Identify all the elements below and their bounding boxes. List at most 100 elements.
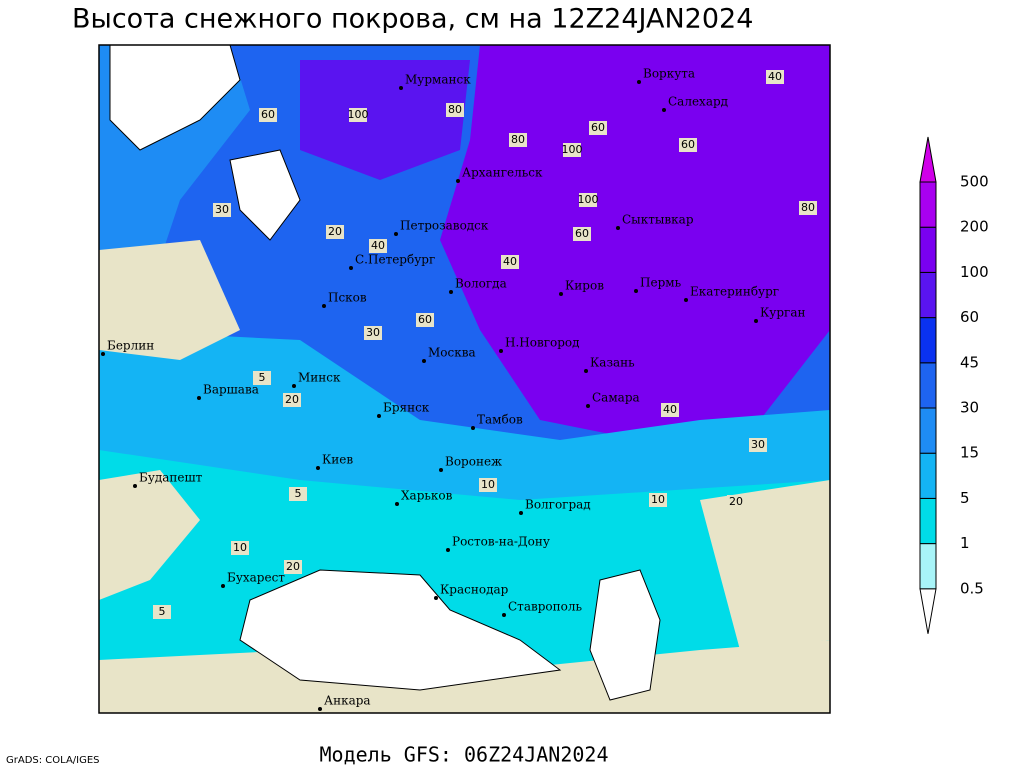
contour-label: 40 xyxy=(768,70,782,83)
city-label: Петрозаводск xyxy=(400,219,489,233)
contour-label-box xyxy=(563,143,581,157)
colorbar-label: 60 xyxy=(960,308,979,326)
city-dot xyxy=(394,232,398,236)
contour-label-box xyxy=(284,560,302,574)
colorbar-segment xyxy=(919,407,937,454)
city-dot xyxy=(637,80,641,84)
contour-label-box xyxy=(326,225,344,239)
city-dot xyxy=(349,266,353,270)
contour-label-box xyxy=(446,103,464,117)
caspian-sea xyxy=(589,569,661,701)
city-label: Тамбов xyxy=(477,413,523,427)
colorbar-segment xyxy=(919,497,937,545)
city-dot xyxy=(395,502,399,506)
contour-label: 20 xyxy=(328,225,342,238)
city-label: Москва xyxy=(428,346,476,360)
contour-label: 5 xyxy=(159,605,166,618)
city-dot xyxy=(434,596,438,600)
colorbar-label: 30 xyxy=(960,399,979,417)
city-dot xyxy=(559,292,563,296)
city-dot xyxy=(316,466,320,470)
contour-label: 80 xyxy=(448,103,462,116)
contour-label-box xyxy=(649,493,667,507)
city-dot xyxy=(439,468,443,472)
contour-label: 60 xyxy=(575,227,589,240)
land xyxy=(99,470,200,600)
city-dot xyxy=(318,707,322,711)
contour-label-box xyxy=(259,108,277,122)
contour-label-box xyxy=(283,393,301,407)
colorbar-segment xyxy=(919,271,937,319)
city-label: Курган xyxy=(760,306,805,320)
contour-label: 40 xyxy=(503,255,517,268)
city-dot xyxy=(422,359,426,363)
city-dot xyxy=(221,584,225,588)
contour-label-box xyxy=(679,138,697,152)
contour-label: 5 xyxy=(259,371,266,384)
city-label: Воронеж xyxy=(445,455,502,469)
contour-label: 60 xyxy=(591,121,605,134)
city-label: С.Петербург xyxy=(355,253,435,267)
contour-label-box xyxy=(661,403,679,417)
city-label: Берлин xyxy=(107,339,154,353)
city-dot xyxy=(399,86,403,90)
city-dot xyxy=(377,414,381,418)
contour-label-box xyxy=(369,239,387,253)
contour-label: 10 xyxy=(651,493,665,506)
contour-label: 60 xyxy=(418,313,432,326)
contour-label: 20 xyxy=(285,393,299,406)
city-dot xyxy=(456,179,460,183)
map-frame xyxy=(98,44,831,714)
colorbar-triangle xyxy=(919,136,937,183)
contour-label-box xyxy=(573,227,591,241)
city-dot xyxy=(499,349,503,353)
city-dot xyxy=(586,404,590,408)
city-dot xyxy=(322,304,326,308)
black-sea xyxy=(239,569,562,691)
subtitle: Модель GFS: 06Z24JAN2024 xyxy=(320,743,609,767)
contour-label: 40 xyxy=(371,239,385,252)
city-dot xyxy=(634,289,638,293)
city-dot xyxy=(754,319,758,323)
contour-label: 30 xyxy=(215,203,229,216)
title: Высота снежного покрова, см на 12Z24JAN2… xyxy=(72,4,753,35)
city-label: Киев xyxy=(322,453,353,467)
colorbar-segment xyxy=(919,543,937,590)
contour-label-box xyxy=(253,371,271,385)
colorbar-label: 200 xyxy=(960,218,989,236)
colorbar-segment xyxy=(919,362,937,409)
city-label: Будапешт xyxy=(139,471,203,485)
contour-label-box xyxy=(766,70,784,84)
colorbar-label: 45 xyxy=(960,353,979,371)
contour-label-box xyxy=(364,326,382,340)
colorbar-segment xyxy=(919,181,937,228)
city-label: Анкара xyxy=(324,694,371,708)
contour-label-box xyxy=(153,605,171,619)
city-dot xyxy=(502,613,506,617)
contour-label: 60 xyxy=(261,108,275,121)
colorbar-segment xyxy=(919,226,937,273)
land xyxy=(700,480,830,650)
credit: GrADS: COLA/IGES xyxy=(6,755,100,766)
contour-label: 10 xyxy=(233,541,247,554)
city-label: Салехард xyxy=(668,95,728,109)
city-label: Киров xyxy=(565,279,604,293)
contour-label: 40 xyxy=(663,403,677,416)
contour-label: 20 xyxy=(286,560,300,573)
contour-label-box xyxy=(509,133,527,147)
city-label: Ростов-на-Дону xyxy=(452,535,550,549)
city-dot xyxy=(446,548,450,552)
city-label: Псков xyxy=(328,291,367,305)
colorbar-label: 15 xyxy=(960,444,979,462)
contour-label: 30 xyxy=(366,326,380,339)
city-label: Екатеринбург xyxy=(690,285,779,299)
contour-label-box xyxy=(749,438,767,452)
city-label: Волгоград xyxy=(525,498,591,512)
city-label: Пермь xyxy=(640,276,682,290)
contour-label: 80 xyxy=(801,201,815,214)
contour-label-box xyxy=(501,255,519,269)
city-dot xyxy=(584,369,588,373)
contour-label-box xyxy=(799,201,817,215)
baltic-sea xyxy=(229,149,301,241)
